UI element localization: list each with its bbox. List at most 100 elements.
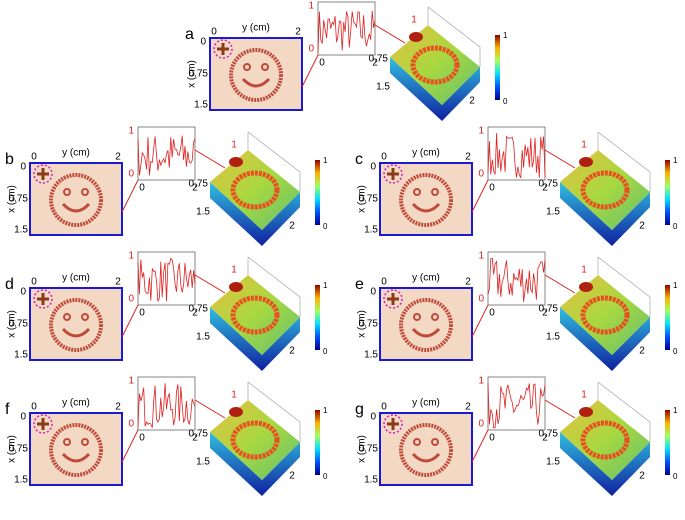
colorbar-tick: 0	[323, 347, 328, 356]
surface-peak-label: 1	[231, 140, 237, 151]
surface-tick: 2	[469, 96, 475, 107]
marker-circle	[383, 414, 403, 434]
image-x-axis-label: x (cm)	[7, 310, 18, 338]
image-x-axis-label: x (cm)	[357, 435, 368, 463]
profile-y-tick: 0	[478, 169, 484, 180]
surface-top	[560, 400, 650, 480]
image-x-tick: 0.75	[9, 319, 29, 330]
smiley-mouth	[411, 202, 441, 213]
surface-peak-label: 1	[231, 265, 237, 276]
connector	[194, 274, 226, 294]
marker-cross	[387, 418, 399, 430]
panel-letter: b	[5, 151, 14, 168]
marker-cross	[37, 168, 49, 180]
colorbar-tick: 0	[673, 472, 678, 481]
surface-peak-label: 1	[581, 265, 587, 276]
smiley-eye	[431, 188, 439, 196]
image-y-tick: 2	[115, 402, 121, 413]
smiley-mouth	[411, 452, 441, 463]
profile-y-tick: 1	[478, 251, 484, 262]
image-x-tick: 1.5	[14, 225, 28, 236]
image-x-axis-label: x (cm)	[7, 185, 18, 213]
surface-box	[247, 381, 301, 442]
surface-ring	[580, 420, 630, 460]
surface-tick: 1.5	[196, 457, 210, 468]
surface-peak	[229, 282, 243, 292]
profile-x-tick: 2	[542, 433, 548, 444]
smiley-face	[399, 298, 453, 352]
surface-peak-label: 1	[581, 140, 587, 151]
image-y-tick: 2	[465, 152, 471, 163]
connector	[194, 149, 226, 169]
smiley-face	[399, 423, 453, 477]
surface-box	[597, 131, 651, 192]
surface-tick: 0.75	[189, 179, 209, 190]
marker-circle	[213, 39, 233, 59]
profile-line	[487, 383, 546, 429]
image-y-axis-label: y (cm)	[412, 148, 440, 159]
profile-line	[487, 257, 546, 302]
surface-skirt	[210, 182, 300, 246]
surface-peak	[579, 157, 593, 167]
surface-top	[210, 400, 300, 480]
image-x-tick: 1.5	[364, 350, 378, 361]
profile-x-tick: 2	[192, 183, 198, 194]
image-x-axis-label: x (cm)	[187, 60, 198, 88]
panel-letter: a	[185, 26, 194, 43]
surface-ring	[230, 295, 280, 335]
surface-tick: 2	[639, 221, 645, 232]
connector	[471, 304, 489, 338]
surface-box	[247, 256, 301, 317]
profile-y-tick: 1	[478, 376, 484, 387]
colorbar	[495, 35, 500, 100]
panel-letter: f	[5, 401, 10, 418]
image-x-tick: 1.5	[14, 475, 28, 486]
colorbar	[315, 285, 320, 350]
image-x-tick: 0.75	[359, 319, 379, 330]
profile-y-tick: 0	[478, 294, 484, 305]
colorbar-tick: 1	[673, 156, 678, 165]
image-x-tick: 0.75	[9, 444, 29, 455]
surface-tick: 1.5	[546, 457, 560, 468]
smiley-eye	[431, 438, 439, 446]
surface-top	[210, 275, 300, 355]
image-x-tick: 0.75	[359, 444, 379, 455]
surface-skirt	[210, 307, 300, 371]
connector	[471, 179, 489, 213]
colorbar-tick: 0	[323, 472, 328, 481]
surface-box	[597, 381, 651, 442]
surface-peak-label: 1	[581, 390, 587, 401]
profile-x-tick: 2	[542, 183, 548, 194]
surface-tick: 0.75	[539, 429, 559, 440]
surface-ring	[230, 170, 280, 210]
colorbar	[315, 160, 320, 225]
image-x-tick: 0	[20, 412, 26, 423]
image-x-axis-label: x (cm)	[357, 185, 368, 213]
smiley-mouth	[411, 327, 441, 338]
profile-y-tick: 1	[128, 376, 134, 387]
panel-letter: c	[355, 151, 363, 168]
image-y-axis-label: y (cm)	[62, 273, 90, 284]
profile-y-tick: 1	[478, 126, 484, 137]
profile-x-tick: 0	[139, 433, 145, 444]
image-x-tick: 1.5	[364, 475, 378, 486]
connector	[121, 429, 139, 463]
marker-cross	[37, 293, 49, 305]
image-x-tick: 0	[370, 162, 376, 173]
smiley-mouth	[61, 202, 91, 213]
smiley-mouth	[61, 327, 91, 338]
image-y-tick: 0	[381, 152, 387, 163]
image-y-tick: 2	[465, 402, 471, 413]
smiley-mouth	[61, 452, 91, 463]
connector	[544, 274, 576, 294]
profile-line	[137, 135, 196, 176]
surface-peak	[579, 407, 593, 417]
surface-top	[210, 150, 300, 230]
surface-ring	[580, 170, 630, 210]
colorbar	[315, 410, 320, 475]
